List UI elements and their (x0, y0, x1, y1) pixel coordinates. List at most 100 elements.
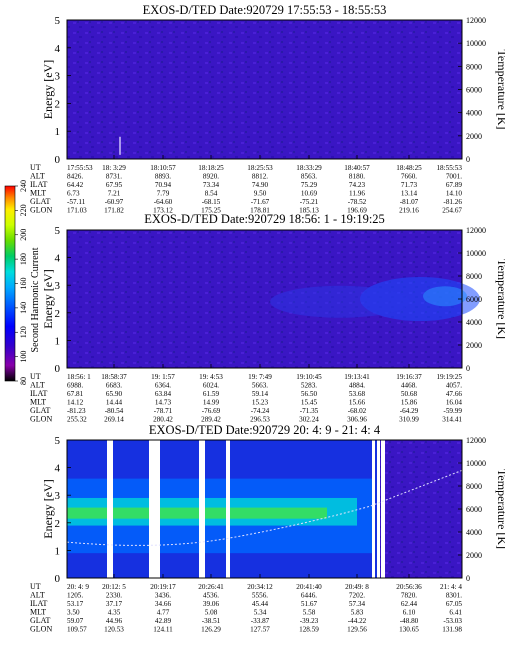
orbit-row-label: ILAT (30, 599, 47, 608)
orbit-cell: 7660. (401, 173, 417, 181)
orbit-cell: 20:56:36 (396, 583, 422, 591)
orbit-cell: 13.14 (401, 190, 418, 198)
orbit-cell: 1205. (67, 592, 83, 600)
orbit-cell: 296.53 (250, 416, 270, 424)
colorbar: 80 100 120 140 160 180 200 220 240 Second Harmon… (4, 180, 41, 385)
orbit-cell: 4536. (203, 592, 219, 600)
orbit-cell: 18:40:57 (344, 164, 370, 172)
orbit-row-label: UT (30, 582, 41, 591)
orbit-cell: 173.12 (153, 207, 173, 215)
spectrogram-panel-1: EXOS-D/TED Date:920729 17:55:53 - 18:55:… (30, 3, 505, 215)
temperature-tick-label: 10000 (466, 39, 486, 48)
orbit-cell: 19: 7:49 (248, 373, 272, 381)
colorbar-tick-label: 220 (19, 204, 28, 216)
orbit-row-label: UT (30, 372, 41, 381)
orbit-cell: 47.66 (446, 390, 463, 398)
orbit-cell: -59.99 (443, 407, 462, 415)
orbit-cell: 18:56: 1 (67, 373, 91, 381)
orbit-cell: 127.57 (250, 626, 270, 634)
orbit-cell: 178.81 (250, 207, 270, 215)
orbit-cell: 51.67 (301, 600, 318, 608)
colorbar-label: Second Harmonic Current (30, 247, 41, 352)
orbit-row-label: GLON (30, 415, 52, 424)
orbit-cell: 53.17 (67, 600, 84, 608)
orbit-row-label: ALT (30, 381, 45, 390)
orbit-cell: 7820. (401, 592, 417, 600)
orbit-cell: 280.42 (153, 416, 173, 424)
panel-title: EXOS-D/TED Date:920729 17:55:53 - 18:55:… (143, 3, 387, 17)
temperature-axis-label: Temperature [K] (495, 49, 505, 129)
orbit-cell: 67.89 (446, 181, 463, 189)
orbit-cell: 19:10:45 (296, 373, 322, 381)
temperature-axis-label: Temperature [K] (495, 259, 505, 339)
energy-tick-label: 1 (55, 126, 61, 138)
orbit-row-label: GLAT (30, 406, 51, 415)
orbit-cell: 44.96 (106, 617, 123, 625)
data-gap (199, 440, 205, 578)
spectrogram-panel-3: EXOS-D/TED Date:920729 20: 4: 9 - 21: 4:… (30, 423, 505, 634)
orbit-cell: 7001. (446, 173, 462, 181)
orbit-cell: 8426. (67, 173, 83, 181)
orbit-cell: 3436. (155, 592, 171, 600)
orbit-cell: 19:16:37 (396, 373, 422, 381)
orbit-cell: -60.97 (105, 198, 124, 206)
energy-tick-label: 5 (55, 435, 61, 447)
orbit-cell: 34.66 (155, 600, 172, 608)
orbit-cell: 59.07 (67, 617, 84, 625)
data-gap (377, 440, 380, 578)
orbit-cell: 171.03 (67, 207, 87, 215)
energy-tick-label: 3 (55, 490, 61, 502)
temperature-tick-label: 4000 (466, 318, 482, 327)
orbit-row-label: ALT (30, 172, 45, 181)
orbit-cell: -53.03 (443, 617, 462, 625)
orbit-row-label: ILAT (30, 389, 47, 398)
panel-title: EXOS-D/TED Date:920729 18:56: 1 - 19:19:… (144, 212, 385, 226)
orbit-cell: 42.89 (155, 617, 172, 625)
orbit-cell: 306.96 (347, 416, 367, 424)
orbit-cell: -81.23 (67, 407, 86, 415)
data-gap (381, 440, 385, 578)
orbit-cell: 37.17 (106, 600, 123, 608)
orbit-cell: -76.69 (202, 407, 221, 415)
orbit-cell: 15.86 (401, 399, 418, 407)
temperature-tick-label: 2000 (466, 551, 482, 560)
energy-tick-label: 1 (55, 335, 61, 347)
orbit-cell: 14.44 (106, 399, 123, 407)
orbit-cell: 39.06 (203, 600, 220, 608)
orbit-cell: 310.99 (399, 416, 419, 424)
orbit-cell: -68.02 (348, 407, 367, 415)
orbit-cell: -71.35 (300, 407, 319, 415)
orbit-cell: 18:48:25 (396, 164, 422, 172)
orbit-cell: 6683. (106, 382, 122, 390)
temperature-tick-label: 2000 (466, 132, 482, 141)
temperature-tick-label: 10000 (466, 249, 486, 258)
orbit-cell: 8.54 (205, 190, 218, 198)
orbit-row-label: MLT (30, 398, 46, 407)
energy-axis-label: Energy [eV] (41, 479, 55, 538)
orbit-cell: 8920. (203, 173, 219, 181)
orbit-cell: 5663. (252, 382, 268, 390)
temperature-tick-label: 4000 (466, 528, 482, 537)
orbit-cell: 131.98 (442, 626, 462, 634)
orbit-cell: 65.90 (106, 390, 123, 398)
orbit-cell: 20:12: 5 (102, 583, 126, 591)
energy-tick-label: 1 (55, 545, 61, 557)
orbit-cell: 14.10 (446, 190, 463, 198)
orbit-cell: 19:13:41 (344, 373, 370, 381)
temperature-tick-label: 2000 (466, 341, 482, 350)
temperature-tick-label: 6000 (466, 295, 482, 304)
orbit-cell: 15.66 (349, 399, 366, 407)
orbit-table: UT 17:55:53 18: 3:29 18:10:57 18:18:25 18:25:… (30, 163, 462, 215)
orbit-cell: 254.67 (442, 207, 462, 215)
orbit-cell: 7.79 (157, 190, 170, 198)
orbit-cell: 15.23 (252, 399, 269, 407)
orbit-cell: -78.71 (154, 407, 173, 415)
orbit-cell: 19: 1:57 (151, 373, 175, 381)
orbit-cell: 50.68 (401, 390, 418, 398)
orbit-cell: 126.29 (201, 626, 221, 634)
orbit-cell: -64.60 (154, 198, 173, 206)
temperature-tick-label: 0 (466, 155, 470, 164)
orbit-cell: 129.56 (347, 626, 367, 634)
panel-title: EXOS-D/TED Date:920729 20: 4: 9 - 21: 4:… (149, 423, 381, 437)
orbit-cell: 4884. (349, 382, 365, 390)
